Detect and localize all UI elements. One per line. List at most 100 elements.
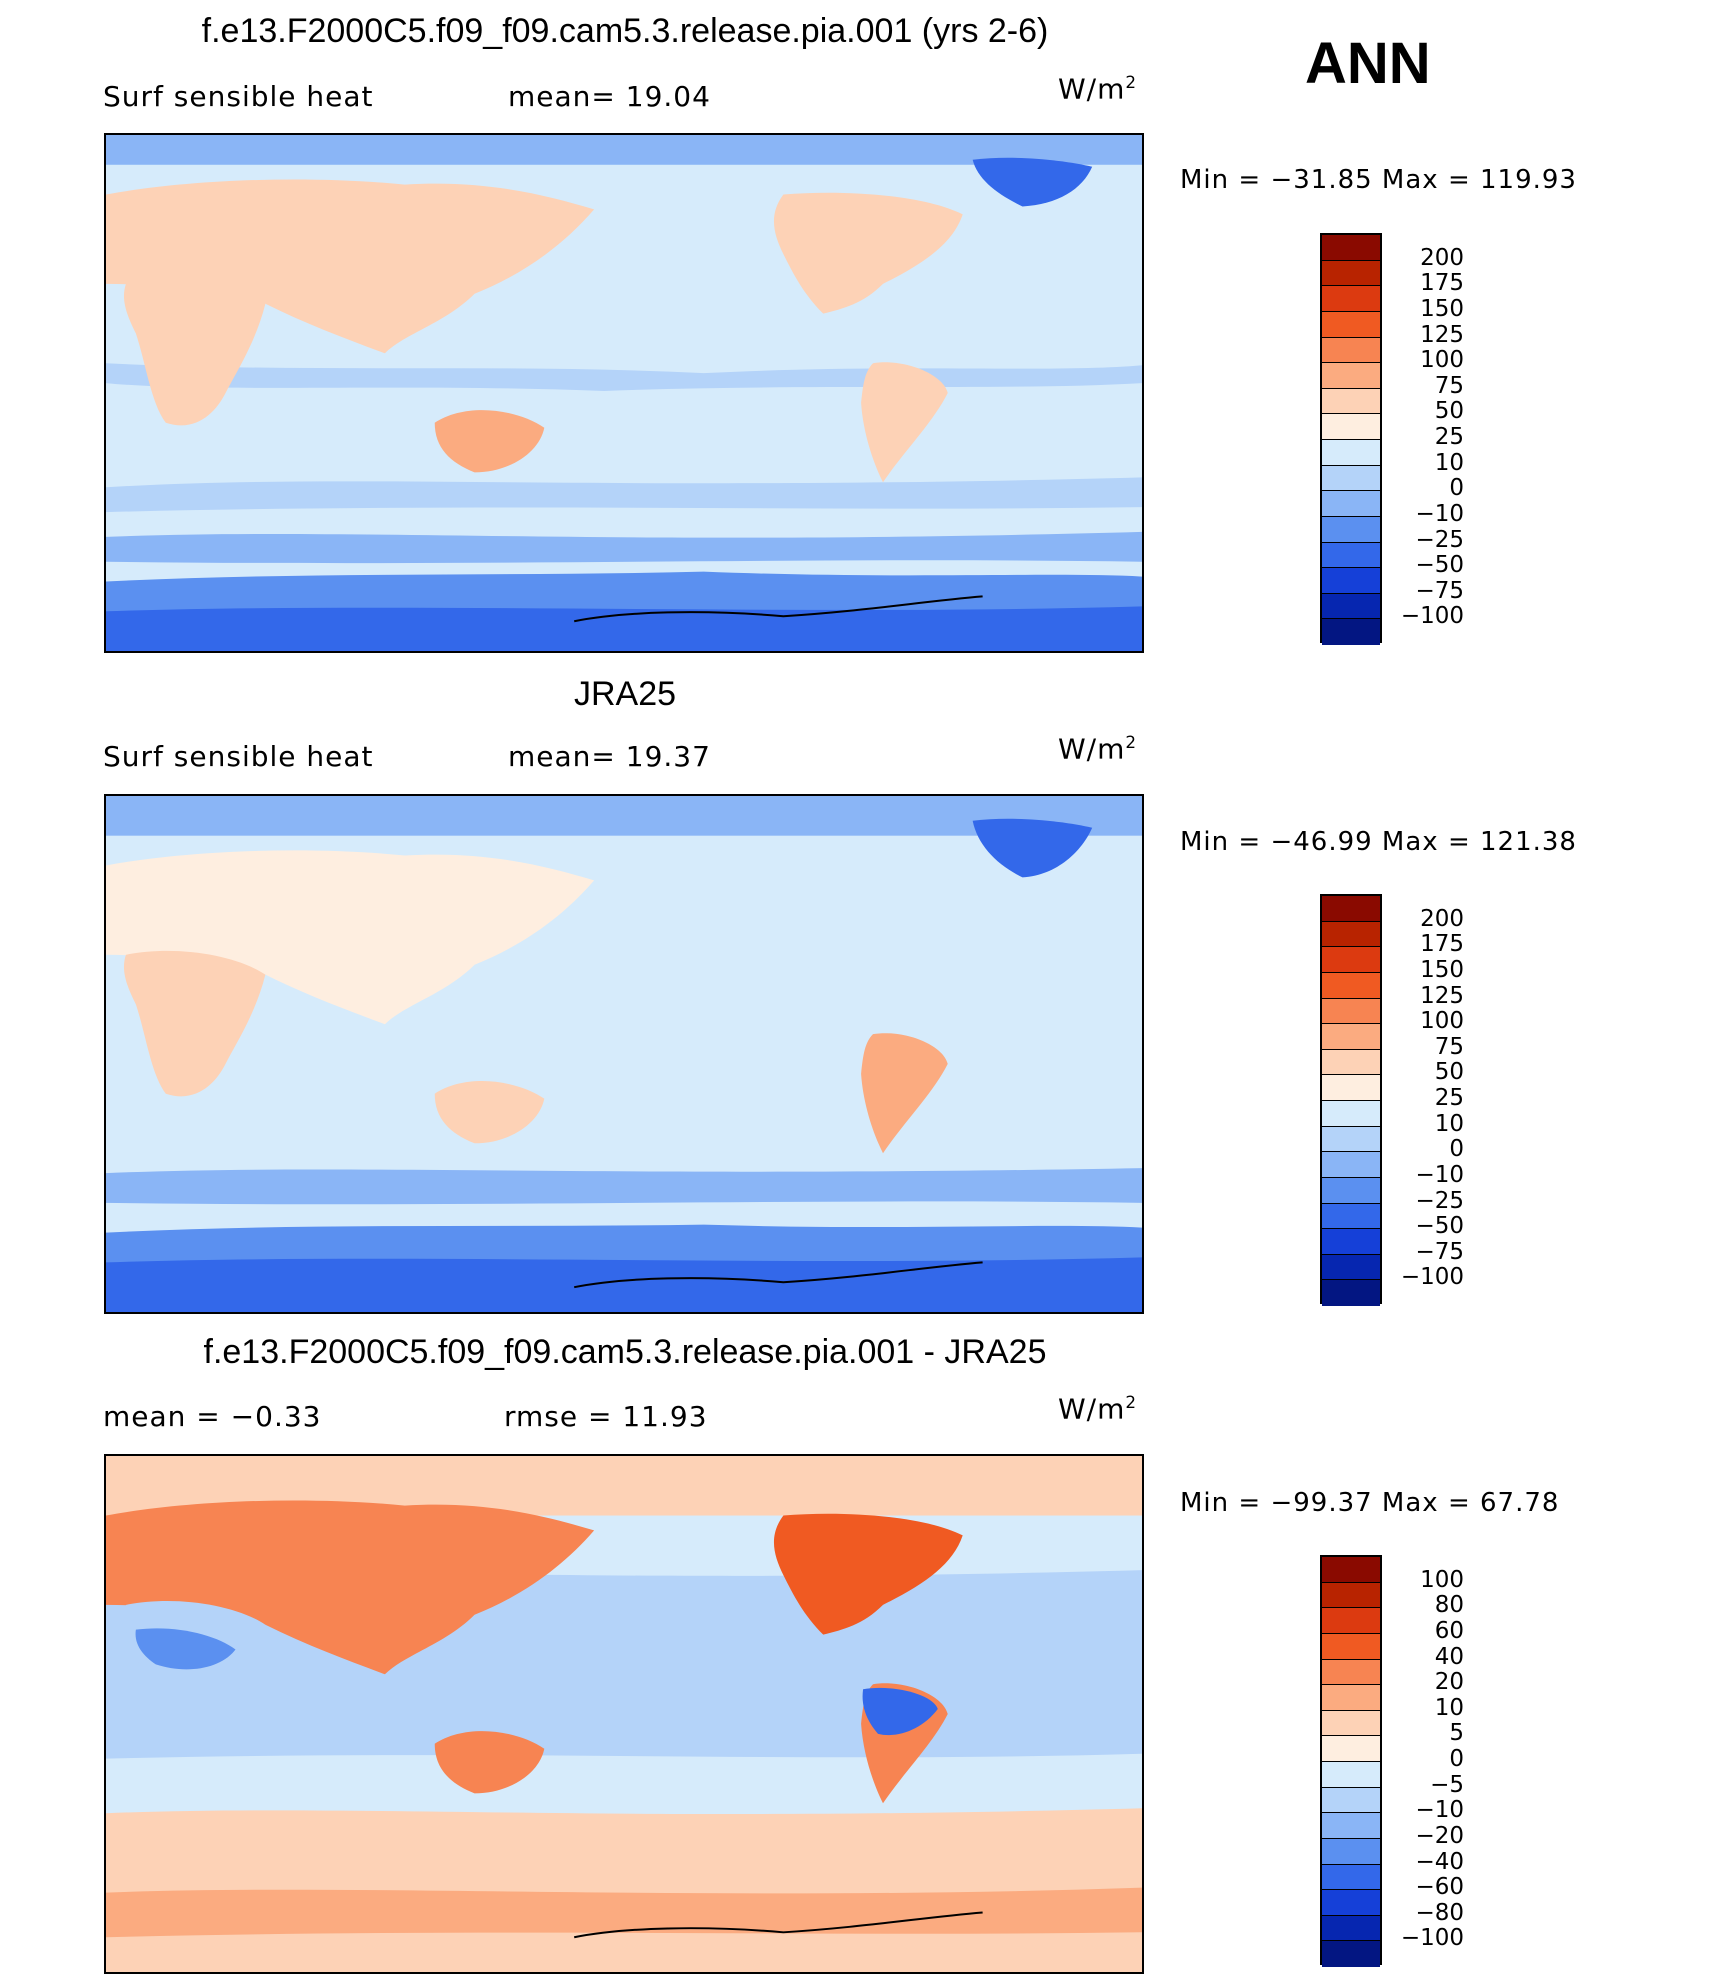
colorbar-swatch	[1322, 337, 1380, 364]
colorbar-swatch	[1322, 1049, 1380, 1076]
panel-2-title: JRA25	[573, 675, 677, 713]
panel-3-minmax: Min = −99.37 Max = 67.78	[1180, 1488, 1560, 1518]
colorbar-level-label: 150	[1420, 295, 1464, 322]
colorbar-level-label: −60	[1415, 1874, 1464, 1901]
colorbar-swatch	[1322, 363, 1380, 389]
colorbar-swatch	[1322, 440, 1380, 466]
panel-1-colorbar	[1320, 233, 1382, 645]
colorbar-swatch	[1322, 465, 1380, 492]
panel-3-rmse: rmse = 11.93	[504, 1400, 708, 1433]
colorbar-level-label: 80	[1434, 1592, 1464, 1619]
colorbar-swatch	[1322, 1838, 1380, 1865]
colorbar-swatch	[1322, 896, 1380, 922]
colorbar-level-label: −50	[1415, 1213, 1464, 1240]
colorbar-swatch	[1322, 1787, 1380, 1814]
colorbar-level-label: 100	[1420, 1566, 1464, 1593]
panel-1-minmax: Min = −31.85 Max = 119.93	[1180, 165, 1577, 195]
colorbar-swatch	[1322, 1890, 1380, 1916]
colorbar-swatch	[1322, 921, 1380, 948]
colorbar-level-label: 125	[1420, 321, 1464, 348]
panel-2-mean: mean= 19.37	[508, 740, 711, 773]
colorbar-swatch	[1322, 1203, 1380, 1230]
panel-2-contour-plot	[106, 796, 1142, 1312]
colorbar-level-label: 10	[1434, 1110, 1464, 1137]
colorbar-swatch	[1322, 1280, 1380, 1306]
colorbar-swatch	[1322, 235, 1380, 261]
colorbar-level-label: −75	[1415, 1238, 1464, 1265]
colorbar-swatch	[1322, 1254, 1380, 1281]
colorbar-level-label: 175	[1420, 270, 1464, 297]
colorbar-swatch	[1322, 516, 1380, 543]
colorbar-swatch	[1322, 1024, 1380, 1050]
colorbar-swatch	[1322, 1557, 1380, 1583]
panel-1-contour-plot	[106, 135, 1142, 651]
colorbar-level-label: 50	[1434, 398, 1464, 425]
colorbar-level-label: 20	[1434, 1669, 1464, 1696]
colorbar-swatch	[1322, 1685, 1380, 1711]
colorbar-swatch	[1322, 388, 1380, 415]
colorbar-level-label: −25	[1415, 526, 1464, 553]
colorbar-swatch	[1322, 593, 1380, 620]
panel-1-units: W/m2	[1058, 72, 1138, 106]
panel-1-mean: mean= 19.04	[508, 80, 711, 113]
colorbar-swatch	[1322, 619, 1380, 645]
colorbar-swatch	[1322, 311, 1380, 338]
colorbar-swatch	[1322, 286, 1380, 312]
colorbar-swatch	[1322, 1229, 1380, 1255]
colorbar-level-label: −10	[1415, 1161, 1464, 1188]
colorbar-swatch	[1322, 1736, 1380, 1762]
colorbar-level-label: 60	[1434, 1617, 1464, 1644]
colorbar-level-label: 25	[1434, 1085, 1464, 1111]
colorbar-swatch	[1322, 947, 1380, 973]
colorbar-swatch	[1322, 1582, 1380, 1609]
colorbar-swatch	[1322, 414, 1380, 440]
colorbar-level-label: 125	[1420, 982, 1464, 1009]
panel-3-units: W/m2	[1058, 1392, 1138, 1426]
colorbar-swatch	[1322, 1710, 1380, 1737]
colorbar-swatch	[1322, 1126, 1380, 1153]
colorbar-level-label: 25	[1434, 424, 1464, 450]
panel-2-units: W/m2	[1058, 732, 1138, 766]
colorbar-swatch	[1322, 1152, 1380, 1178]
colorbar-level-label: 75	[1434, 1033, 1464, 1060]
colorbar-swatch	[1322, 972, 1380, 999]
panel-1-title: f.e13.F2000C5.f09_f09.cam5.3.release.pia…	[201, 12, 1049, 50]
colorbar-level-label: −20	[1415, 1822, 1464, 1849]
colorbar-level-label: 150	[1420, 956, 1464, 983]
colorbar-level-label: −10	[1415, 500, 1464, 527]
panel-2-minmax: Min = −46.99 Max = 121.38	[1180, 827, 1577, 857]
colorbar-level-label: −50	[1415, 552, 1464, 579]
colorbar-swatch	[1322, 1101, 1380, 1127]
colorbar-swatch	[1322, 491, 1380, 517]
panel-3-map	[104, 1454, 1144, 1974]
panel-1-map	[104, 133, 1144, 653]
colorbar-level-label: 175	[1420, 931, 1464, 958]
colorbar-swatch	[1322, 1941, 1380, 1967]
colorbar-level-label: −10	[1415, 1797, 1464, 1824]
colorbar-swatch	[1322, 1659, 1380, 1686]
colorbar-level-label: −80	[1415, 1899, 1464, 1926]
panel-2-colorbar	[1320, 894, 1382, 1306]
colorbar-swatch	[1322, 1608, 1380, 1634]
colorbar-level-label: 10	[1434, 1694, 1464, 1721]
panel-3-title: f.e13.F2000C5.f09_f09.cam5.3.release.pia…	[203, 1333, 1047, 1371]
colorbar-level-label: 100	[1420, 1008, 1464, 1035]
colorbar-swatch	[1322, 1177, 1380, 1204]
colorbar-swatch	[1322, 1864, 1380, 1891]
colorbar-level-label: 75	[1434, 372, 1464, 399]
colorbar-level-label: 40	[1434, 1643, 1464, 1670]
colorbar-level-label: −25	[1415, 1187, 1464, 1214]
colorbar-swatch	[1322, 1762, 1380, 1788]
colorbar-level-label: 0	[1449, 1136, 1464, 1163]
colorbar-level-label: −100	[1400, 1264, 1464, 1291]
season-label: ANN	[1305, 31, 1431, 96]
panel-3-colorbar	[1320, 1555, 1382, 1967]
colorbar-level-label: 0	[1449, 1746, 1464, 1772]
panel-3-contour-plot	[106, 1456, 1142, 1972]
colorbar-level-label: 10	[1434, 449, 1464, 476]
panel-3-mean: mean = −0.33	[103, 1400, 322, 1433]
colorbar-swatch	[1322, 1075, 1380, 1101]
colorbar-swatch	[1322, 542, 1380, 569]
colorbar-level-label: 100	[1420, 347, 1464, 374]
colorbar-swatch	[1322, 1633, 1380, 1660]
